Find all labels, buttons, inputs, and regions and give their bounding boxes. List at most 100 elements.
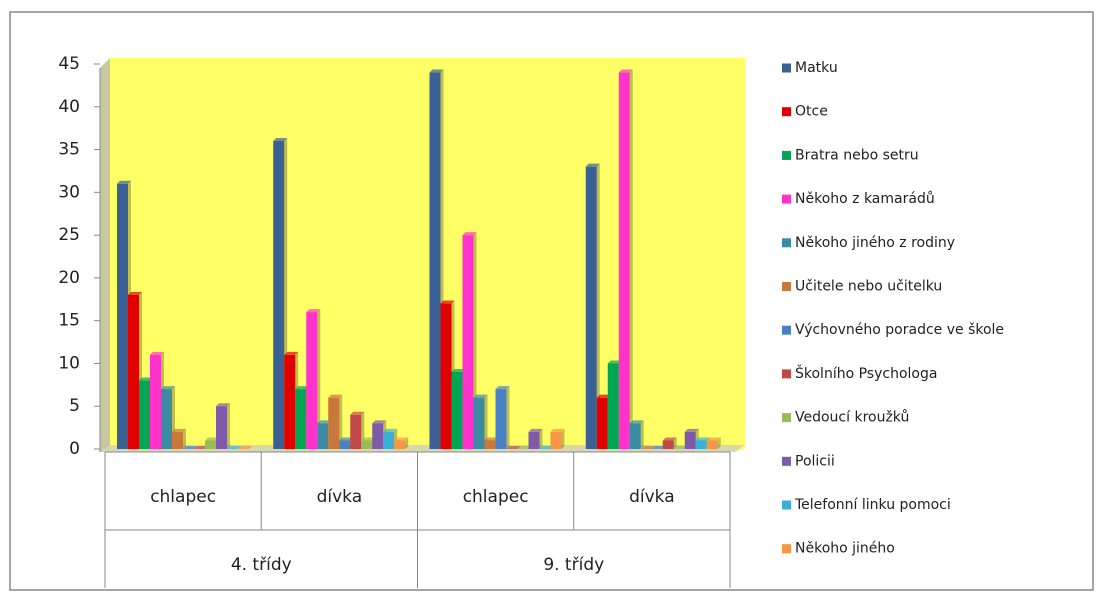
bar: [383, 431, 395, 449]
bar: [585, 166, 597, 449]
bar: [528, 431, 540, 449]
bar-top: [440, 300, 455, 304]
x-tick-label: dívka: [629, 487, 675, 507]
legend-swatch: [782, 500, 791, 510]
legend-swatch: [782, 325, 791, 335]
bar: [328, 397, 340, 449]
bar-top: [328, 394, 343, 398]
bar-top: [227, 446, 241, 449]
bar-top: [128, 292, 142, 295]
bar-top: [383, 428, 398, 432]
bar: [473, 397, 485, 449]
bar-top: [238, 446, 252, 449]
group-label: 4. třídy: [231, 555, 292, 575]
bar: [618, 72, 630, 450]
legend-label: Matku: [795, 60, 838, 76]
legend-label: Někoho z kamarádů: [795, 191, 935, 207]
y-tick-label: 0: [69, 439, 80, 459]
bar-top: [161, 386, 175, 390]
bar-top: [194, 446, 208, 449]
bar-side: [405, 437, 409, 449]
bar-side: [227, 403, 230, 449]
bar: [284, 354, 296, 449]
legend-swatch: [782, 150, 791, 160]
bar: [361, 440, 373, 449]
bar-top: [216, 403, 230, 407]
bar: [128, 295, 139, 449]
legend-label: Školního Psychologa: [795, 364, 937, 382]
bar: [607, 363, 619, 449]
bar-top: [596, 394, 611, 398]
bar: [706, 440, 718, 449]
y-tick-label: 35: [58, 140, 80, 160]
legend-swatch: [782, 413, 791, 423]
legend-label: Telefonní linku pomoci: [794, 497, 951, 513]
bar: [295, 389, 307, 449]
bar-top: [284, 351, 299, 355]
bar-top: [372, 420, 387, 424]
bar-side: [484, 394, 488, 449]
legend-label: Výchovného poradce ve škole: [795, 322, 1004, 338]
bar: [273, 141, 285, 449]
bar-side: [506, 386, 510, 449]
side-wall: [100, 58, 110, 452]
bar: [394, 440, 406, 449]
bar-top: [150, 351, 164, 355]
bar-side: [339, 394, 343, 449]
bar-side: [629, 69, 633, 450]
bar: [317, 423, 329, 449]
bar-top: [506, 446, 521, 449]
bar-top: [484, 437, 499, 441]
bar-side: [640, 420, 644, 449]
bar-top: [295, 386, 310, 390]
bar: [550, 431, 562, 449]
y-tick-label: 30: [58, 182, 80, 202]
bar-top: [172, 428, 186, 432]
bar: [117, 183, 128, 449]
x-tick-label: chlapec: [150, 487, 216, 507]
legend-label: Učitele nebo učitelku: [795, 279, 942, 295]
bar-top: [528, 428, 543, 432]
legend-swatch: [782, 107, 791, 117]
legend-label: Bratra nebo setru: [795, 147, 919, 163]
y-tick-label: 5: [69, 396, 80, 416]
bar-side: [596, 163, 600, 449]
bar: [629, 423, 641, 449]
bar-side: [673, 437, 677, 449]
x-tick-label: chlapec: [463, 487, 529, 507]
x-tick-label: dívka: [317, 487, 363, 507]
group-label: 9. třídy: [543, 555, 604, 575]
legend-label: Někoho jiného: [795, 541, 895, 557]
legend-label: Vedoucí kroužků: [795, 410, 909, 426]
bar-top: [651, 446, 666, 449]
bar: [172, 431, 183, 449]
bar: [462, 235, 474, 449]
legend-swatch: [782, 544, 791, 554]
bar-top: [495, 386, 510, 390]
bar: [306, 312, 318, 449]
bar-top: [462, 232, 477, 236]
bar-side: [717, 437, 721, 449]
bar-top: [394, 437, 409, 441]
legend-swatch: [782, 63, 791, 73]
y-tick-label: 40: [58, 97, 80, 117]
bar-top: [629, 420, 644, 424]
bar-top: [517, 446, 532, 449]
bar: [484, 440, 496, 449]
legend-label: Otce: [795, 104, 828, 120]
bar-top: [183, 446, 197, 449]
legend-swatch: [782, 369, 791, 379]
bar-top: [451, 369, 466, 372]
y-tick-label: 15: [58, 311, 80, 331]
y-tick-label: 20: [58, 268, 80, 288]
bar-top: [205, 437, 219, 441]
legend-swatch: [782, 194, 791, 204]
bar-top: [618, 69, 633, 73]
bar: [372, 423, 384, 449]
floor: [100, 445, 745, 452]
bar-side: [473, 232, 477, 449]
legend-swatch: [782, 456, 791, 466]
bar: [684, 431, 696, 449]
bar-top: [539, 446, 554, 449]
bar: [662, 440, 674, 449]
